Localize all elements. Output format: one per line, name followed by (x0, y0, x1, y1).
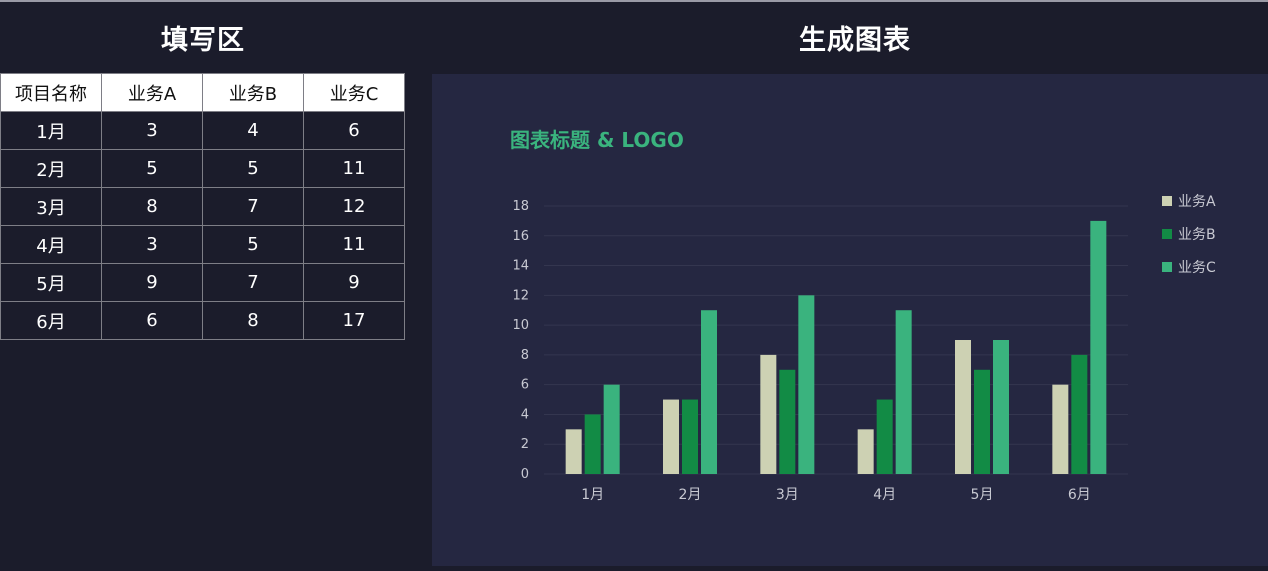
y-tick-label: 2 (521, 437, 529, 452)
table-cell[interactable]: 11 (303, 149, 405, 188)
legend-label: 业务C (1178, 260, 1216, 276)
data-table: 项目名称 业务A 业务B 业务C 1月 3 4 6 2月 5 5 11 3月 8… (0, 73, 405, 340)
column-header[interactable]: 业务B (202, 73, 304, 112)
bar-业务B (584, 414, 601, 474)
y-tick-label: 8 (521, 348, 529, 363)
table-row: 3月 8 7 12 (0, 187, 405, 226)
y-tick-label: 18 (512, 199, 529, 214)
table-cell[interactable]: 5 (101, 149, 203, 188)
chart-title: 图表标题 & LOGO (510, 128, 684, 152)
table-cell[interactable]: 2月 (0, 149, 102, 188)
table-cell[interactable]: 4月 (0, 225, 102, 264)
bar-业务C (701, 310, 717, 474)
bar-业务A (663, 399, 679, 474)
table-row: 5月 9 7 9 (0, 263, 405, 302)
table-row: 6月 6 8 17 (0, 301, 405, 340)
x-tick-label: 6月 (1068, 487, 1091, 503)
bar-业务B (1071, 354, 1088, 474)
bar-业务A (760, 354, 777, 474)
legend-swatch (1162, 229, 1172, 239)
bar-业务C (603, 384, 620, 474)
legend-swatch (1162, 262, 1172, 272)
bar-业务C (798, 295, 815, 474)
x-tick-label: 3月 (776, 487, 799, 503)
table-cell[interactable]: 3 (101, 111, 203, 150)
table-cell[interactable]: 4 (202, 111, 304, 150)
bar-业务C (895, 310, 912, 474)
table-cell[interactable]: 8 (101, 187, 203, 226)
table-cell[interactable]: 11 (303, 225, 405, 264)
table-cell[interactable]: 6月 (0, 301, 102, 340)
y-tick-label: 10 (512, 318, 529, 333)
bar-chart: 0 2 4 6 8 10 12 14 16 18 1月 2月 3月 4月 5月 6月 业务A 业务B 业务C (512, 194, 1216, 503)
top-border-line (0, 0, 1268, 2)
table-cell[interactable]: 7 (202, 263, 304, 302)
column-header[interactable]: 业务A (101, 73, 203, 112)
table-cell[interactable]: 5月 (0, 263, 102, 302)
y-tick-label: 16 (512, 229, 529, 244)
y-tick-label: 12 (512, 288, 529, 303)
table-cell[interactable]: 9 (303, 263, 405, 302)
table-cell[interactable]: 6 (101, 301, 203, 340)
bar-业务A (857, 429, 874, 474)
column-header[interactable]: 业务C (303, 73, 405, 112)
table-cell[interactable]: 6 (303, 111, 405, 150)
table-header-row: 项目名称 业务A 业务B 业务C (0, 73, 405, 112)
table-cell[interactable]: 8 (202, 301, 304, 340)
column-header[interactable]: 项目名称 (0, 73, 102, 112)
y-tick-label: 0 (521, 467, 529, 482)
chart-panel[interactable]: 图表标题 & LOGO 0 2 4 6 8 10 12 14 16 18 1月 2月 3月 4月 5月 6月 业… (432, 74, 1268, 566)
table-cell[interactable]: 3 (101, 225, 203, 264)
table-cell[interactable]: 5 (202, 149, 304, 188)
x-tick-label: 2月 (679, 487, 702, 503)
legend-label: 业务B (1178, 227, 1216, 243)
y-tick-label: 4 (521, 407, 529, 422)
table-cell[interactable]: 12 (303, 187, 405, 226)
bar-业务A (565, 429, 582, 474)
bar-业务B (974, 369, 990, 474)
y-tick-label: 14 (512, 259, 529, 274)
x-tick-label: 5月 (971, 487, 994, 503)
bar-业务C (993, 340, 1009, 474)
table-cell[interactable]: 17 (303, 301, 405, 340)
legend-swatch (1162, 196, 1172, 206)
x-tick-label: 4月 (873, 487, 896, 503)
bar-业务B (779, 369, 796, 474)
input-area-heading: 填写区 (161, 24, 245, 56)
legend-label: 业务A (1178, 194, 1216, 210)
x-tick-label: 1月 (581, 487, 604, 503)
bar-业务C (1090, 220, 1107, 474)
table-cell[interactable]: 3月 (0, 187, 102, 226)
y-tick-label: 6 (521, 378, 529, 393)
bar-业务B (682, 399, 698, 474)
table-cell[interactable]: 9 (101, 263, 203, 302)
chart-area-heading: 生成图表 (799, 24, 911, 56)
bar-业务A (955, 340, 971, 474)
bar-业务A (1052, 384, 1069, 474)
table-cell[interactable]: 7 (202, 187, 304, 226)
bar-业务B (876, 399, 893, 474)
table-row: 2月 5 5 11 (0, 149, 405, 188)
table-cell[interactable]: 5 (202, 225, 304, 264)
table-row: 4月 3 5 11 (0, 225, 405, 264)
table-row: 1月 3 4 6 (0, 111, 405, 150)
table-cell[interactable]: 1月 (0, 111, 102, 150)
